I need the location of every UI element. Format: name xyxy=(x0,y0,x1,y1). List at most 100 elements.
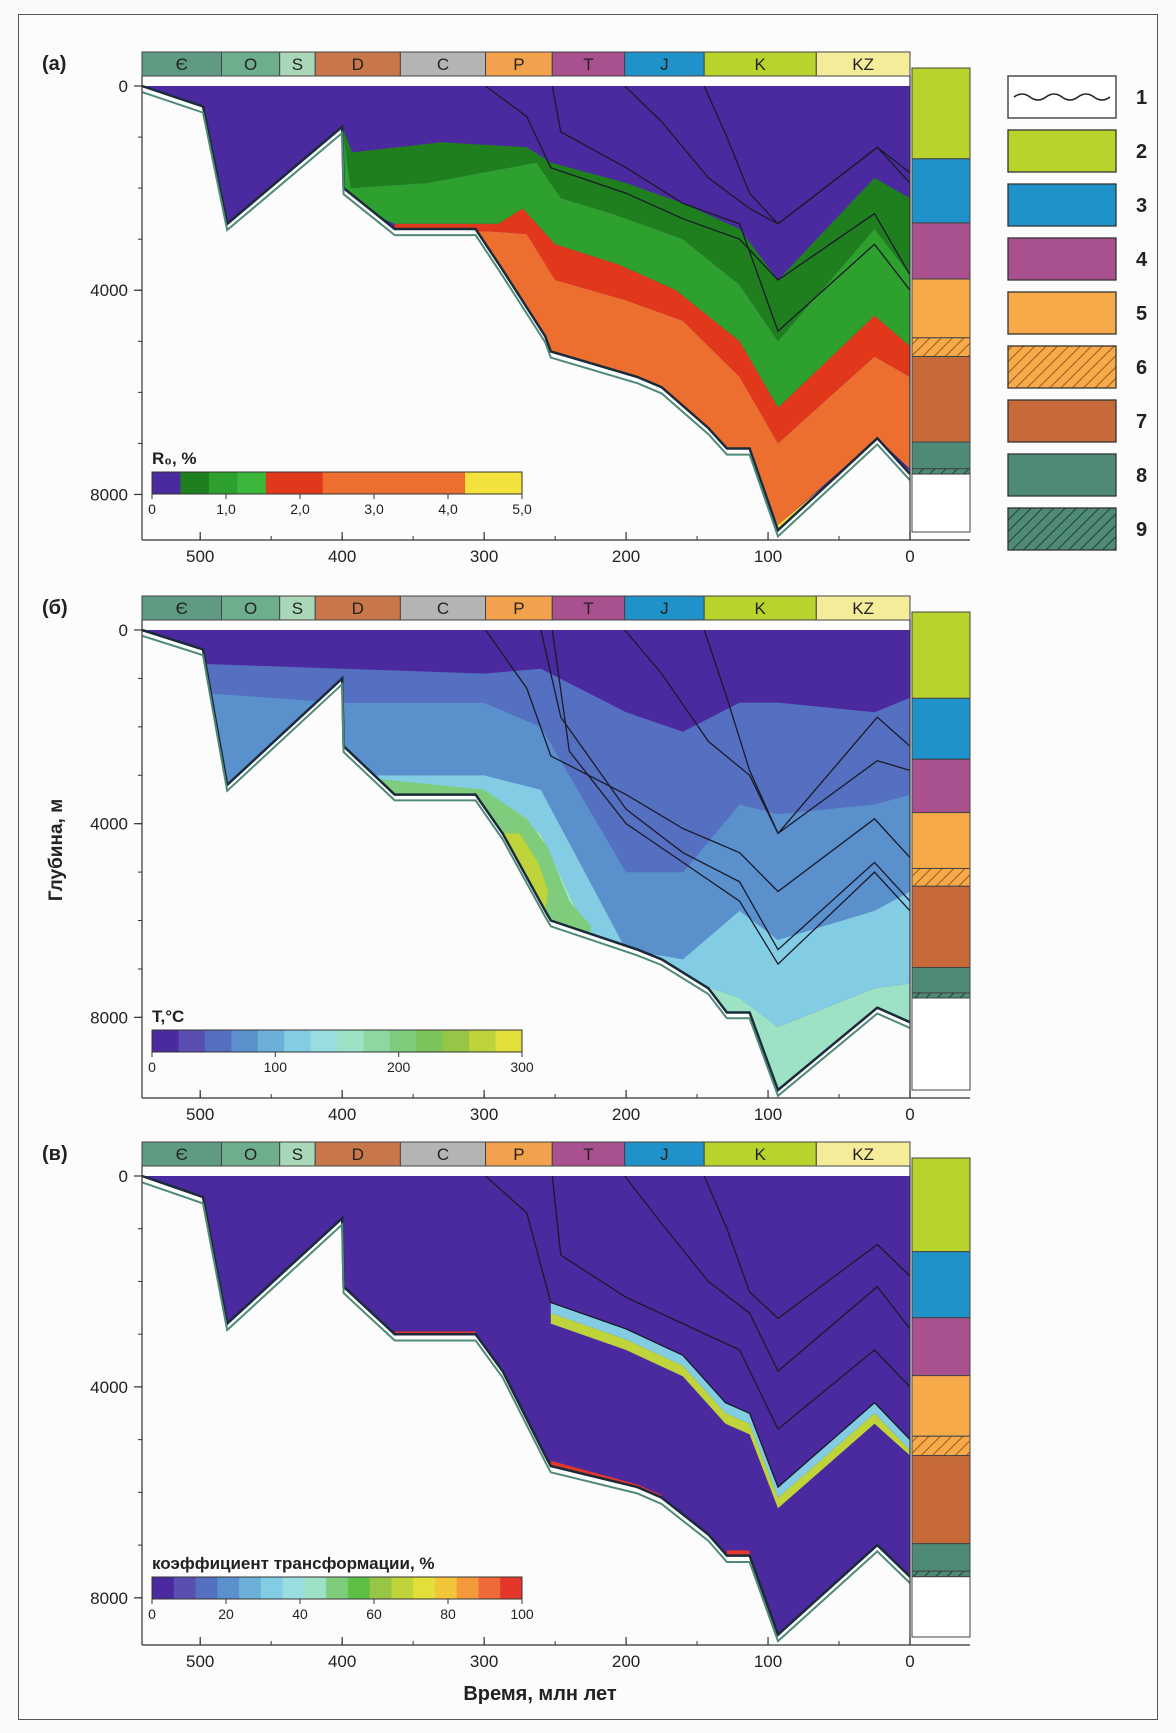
colorbar-swatch xyxy=(500,1577,523,1599)
colorbar-swatch xyxy=(217,1577,240,1599)
period-cell xyxy=(141,51,222,77)
colorbar-swatch xyxy=(434,1577,458,1599)
period-cell xyxy=(279,595,316,621)
legend-number: 1 xyxy=(1136,87,1147,109)
column-layer xyxy=(911,468,971,475)
period-label: D xyxy=(352,55,364,74)
legend-swatch xyxy=(1007,399,1117,443)
y-tick-label: 8000 xyxy=(90,1008,128,1027)
colorbar-swatch xyxy=(379,472,409,494)
legend-swatch xyxy=(1007,453,1117,497)
x-tick-label: 0 xyxy=(905,1105,914,1124)
period-cell xyxy=(314,51,401,77)
y-tick-label: 0 xyxy=(119,77,128,96)
period-cell xyxy=(815,1141,911,1167)
horizon-line xyxy=(703,86,910,225)
x-tick-label: 500 xyxy=(186,1652,214,1671)
colorbar-tick-label: 300 xyxy=(510,1059,534,1075)
colorbar-tick-label: 0 xyxy=(148,1059,156,1075)
period-label: C xyxy=(437,1145,449,1164)
period-label: KZ xyxy=(852,1145,874,1164)
band-fill xyxy=(337,126,910,408)
colorbar-tick-label: 2,0 xyxy=(290,501,310,517)
colorbar-frame xyxy=(151,1576,523,1600)
colorbar-tick-label: 200 xyxy=(387,1059,411,1075)
basement-line xyxy=(141,1174,911,1637)
colorbar-swatch xyxy=(152,472,181,494)
period-cell xyxy=(220,1141,281,1167)
colorbar-swatch xyxy=(322,472,352,494)
column-layer xyxy=(911,1455,971,1545)
period-label: D xyxy=(352,599,364,618)
colorbar-swatch xyxy=(436,472,466,494)
horizon-line xyxy=(624,1176,910,1373)
column-layer xyxy=(911,611,971,699)
x-tick-label: 300 xyxy=(470,1105,498,1124)
column-layer xyxy=(911,967,971,994)
period-label: Є xyxy=(176,599,188,618)
colorbar-swatch xyxy=(469,1030,497,1052)
colorbar-swatch xyxy=(265,472,295,494)
legend-number: 2 xyxy=(1136,141,1147,163)
legend-swatch xyxy=(1007,183,1117,227)
column-layer xyxy=(911,1157,971,1253)
x-tick-label: 100 xyxy=(754,1652,782,1671)
period-label: C xyxy=(437,599,449,618)
colorbar-swatch xyxy=(310,1030,338,1052)
horizon-line xyxy=(485,1176,910,1489)
column-layer xyxy=(911,1570,971,1578)
basement-line xyxy=(141,634,911,1098)
colorbar-swatch xyxy=(408,472,438,494)
column-layer xyxy=(911,758,971,814)
colorbar-swatch xyxy=(337,1030,364,1052)
period-label: D xyxy=(352,1145,364,1164)
period-cell xyxy=(815,51,911,77)
unconformity-icon xyxy=(1013,93,1111,101)
colorbar-swatch xyxy=(260,1577,284,1599)
colorbar-swatch xyxy=(363,1030,391,1052)
horizon-line xyxy=(485,86,910,281)
x-tick-label: 0 xyxy=(905,1652,914,1671)
period-label: J xyxy=(660,1145,669,1164)
period-cell xyxy=(485,595,553,621)
period-label: K xyxy=(755,55,767,74)
period-cell xyxy=(141,1141,222,1167)
period-cell xyxy=(220,51,281,77)
column-layer xyxy=(911,67,971,160)
period-label: S xyxy=(292,55,303,74)
legend: 1 2 3 4 5 6 7 8 9 xyxy=(1007,75,1148,551)
y-tick-label: 4000 xyxy=(90,281,128,300)
column-layer xyxy=(911,158,971,224)
legend-number: 9 xyxy=(1136,519,1147,541)
period-cell xyxy=(703,1141,817,1167)
period-label: O xyxy=(244,1145,257,1164)
period-label: KZ xyxy=(852,599,874,618)
panel-1: (а) Є O S D C P T J K KZ 500 400 300 200 100 0 0 4000 8000 R… xyxy=(42,51,971,566)
period-cell xyxy=(551,51,626,77)
horizon-line xyxy=(624,630,910,835)
period-label: K xyxy=(755,599,767,618)
legend-number: 5 xyxy=(1136,303,1147,325)
period-cell xyxy=(399,51,487,77)
column-layer xyxy=(911,278,971,339)
x-tick-label: 300 xyxy=(470,1652,498,1671)
x-tick-label: 400 xyxy=(328,547,356,566)
colorbar-swatch xyxy=(204,1030,232,1052)
x-tick-label: 200 xyxy=(612,1105,640,1124)
column-layer xyxy=(911,992,971,999)
legend-number: 4 xyxy=(1136,249,1148,271)
x-tick-label: 500 xyxy=(186,1105,214,1124)
colorbar-tick-label: 0 xyxy=(148,1606,156,1622)
colorbar-title: коэффициент трансформации, % xyxy=(152,1554,435,1573)
period-cell xyxy=(551,1141,626,1167)
legend-swatch xyxy=(1007,129,1117,173)
colorbar-swatch xyxy=(493,472,523,494)
horizon-line xyxy=(484,630,910,893)
colorbar-swatch xyxy=(495,1030,523,1052)
period-cell xyxy=(703,51,817,77)
colorbar-tick-label: 0 xyxy=(148,501,156,517)
period-label: J xyxy=(660,599,669,618)
horizon-line xyxy=(551,1176,910,1431)
x-tick-label: 100 xyxy=(754,547,782,566)
y-tick-label: 4000 xyxy=(90,1378,128,1397)
